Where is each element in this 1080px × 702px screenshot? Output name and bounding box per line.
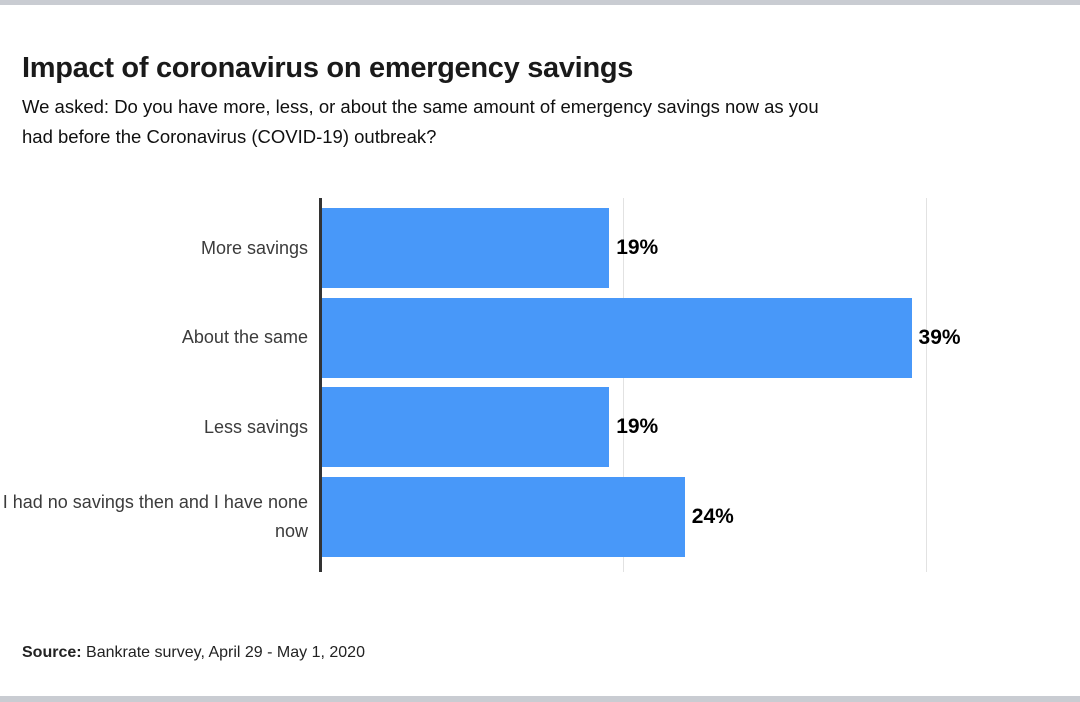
category-label: About the same [181, 327, 308, 348]
top-border-strip [0, 0, 1080, 5]
chart-subtitle: We asked: Do you have more, less, or abo… [22, 92, 819, 152]
bar-chart-plot-area: More savings About the same Less savings I … [0, 198, 1080, 572]
category-label: I had no savings then and I have none no… [2, 492, 308, 542]
value-label: 24% [691, 505, 734, 529]
gridline-40-percent [925, 198, 927, 572]
source-label: Source: [22, 644, 82, 661]
category-label: Less savings [203, 416, 308, 437]
category-labels-column: More savings About the same Less savings I … [0, 208, 308, 557]
value-label: 19% [616, 415, 659, 439]
bars-area: 19% 39% 19% 24% [322, 208, 1072, 558]
chart-title: Impact of coronavirus on emergency savin… [22, 52, 634, 85]
chart-subtitle-line-1: We asked: Do you have more, less, or abo… [22, 96, 819, 117]
source-line: Source: Bankrate survey, April 29 - May … [22, 644, 365, 662]
bottom-border-strip [0, 696, 1080, 702]
value-label: 19% [616, 236, 659, 259]
bar-row: 19% [322, 387, 1072, 468]
bar [322, 387, 610, 468]
bar [322, 477, 685, 558]
category-label: More savings [200, 237, 308, 258]
bar [322, 297, 912, 378]
value-label: 39% [918, 325, 961, 349]
bar-row: 19% [322, 208, 1072, 288]
bar-row: 24% [322, 477, 1072, 558]
gridline-20-percent [623, 198, 625, 572]
y-axis-line [319, 198, 322, 572]
bar-row: 39% [322, 297, 1072, 378]
chart-subtitle-line-2: had before the Coronavirus (COVID-19) ou… [22, 126, 437, 147]
bar [322, 208, 610, 288]
source-text: Bankrate survey, April 29 - May 1, 2020 [81, 644, 365, 661]
